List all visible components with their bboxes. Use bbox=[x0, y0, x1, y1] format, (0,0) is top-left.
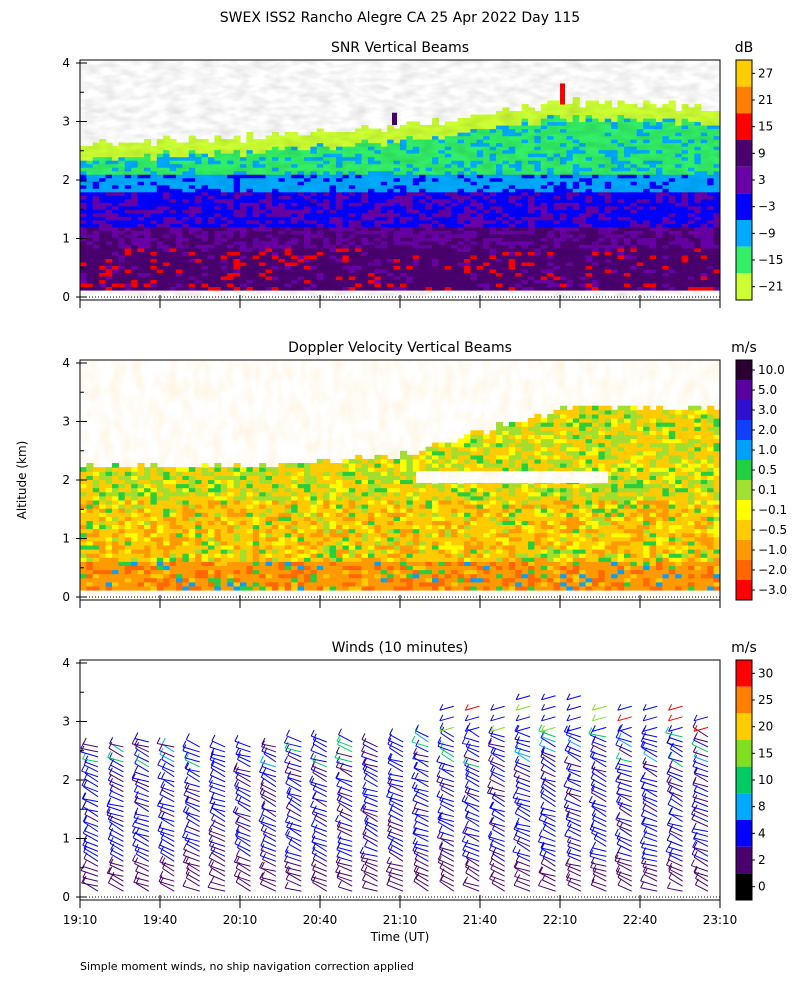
snr-cell bbox=[720, 188, 727, 192]
snr-cell bbox=[720, 241, 727, 245]
snr-cell bbox=[720, 223, 727, 227]
doppler-unit-label: m/s bbox=[731, 340, 757, 356]
colorbar-label: −21 bbox=[758, 280, 783, 294]
colorbar-label: 9 bbox=[758, 146, 766, 160]
colorbar-swatch bbox=[736, 220, 752, 247]
snr-cell bbox=[720, 265, 727, 269]
snr-cell bbox=[720, 276, 727, 280]
snr-cell bbox=[720, 125, 727, 129]
snr-cell bbox=[720, 153, 727, 157]
snr-cell bbox=[720, 181, 727, 185]
colorbar-swatch bbox=[736, 246, 752, 274]
snr-cell bbox=[720, 209, 727, 213]
colorbar-label: 21 bbox=[758, 93, 773, 107]
doppler-panel-title: Doppler Velocity Vertical Beams bbox=[288, 340, 512, 356]
snr-cell bbox=[720, 164, 727, 168]
snr-cell bbox=[720, 251, 727, 255]
snr-cell bbox=[720, 234, 727, 238]
snr-cell bbox=[720, 286, 727, 290]
snr-cell bbox=[720, 262, 727, 266]
snr-cell bbox=[720, 220, 727, 224]
colorbar-swatch bbox=[736, 273, 752, 300]
snr-cell bbox=[720, 237, 727, 241]
snr-cell bbox=[720, 227, 727, 231]
snr-cell bbox=[720, 178, 727, 182]
snr-cell bbox=[720, 272, 727, 276]
colorbar-label: −3 bbox=[758, 200, 776, 214]
y-tick-label: 2 bbox=[62, 173, 70, 187]
snr-cell bbox=[720, 206, 727, 210]
y-axis-label: Altitude (km) bbox=[15, 441, 29, 520]
snr-cell bbox=[720, 132, 727, 136]
doppler-field bbox=[80, 360, 720, 600]
snr-cell bbox=[720, 199, 727, 203]
snr-cell bbox=[720, 213, 727, 217]
colorbar-label: 27 bbox=[758, 66, 773, 80]
snr-cell bbox=[720, 258, 727, 262]
y-tick-label: 4 bbox=[62, 56, 70, 70]
y-tick-label: 1 bbox=[62, 232, 70, 246]
snr-texture bbox=[80, 60, 720, 300]
snr-cell bbox=[720, 195, 727, 199]
snr-cell bbox=[720, 146, 727, 150]
snr-cell bbox=[720, 216, 727, 220]
snr-cell bbox=[720, 255, 727, 259]
snr-cell bbox=[720, 283, 727, 287]
y-tick-label: 0 bbox=[62, 290, 70, 304]
snr-cell bbox=[720, 139, 727, 143]
snr-cell bbox=[720, 114, 727, 118]
snr-cell bbox=[720, 279, 727, 283]
snr-panel-title: SNR Vertical Beams bbox=[331, 40, 469, 56]
snr-cell bbox=[720, 248, 727, 252]
colorbar-label: −9 bbox=[758, 226, 776, 240]
snr-cell bbox=[720, 269, 727, 273]
snr-cell bbox=[720, 118, 727, 122]
snr-cell bbox=[720, 192, 727, 196]
colorbar-swatch bbox=[736, 166, 752, 194]
colorbar-swatch bbox=[736, 60, 752, 87]
snr-cell bbox=[720, 174, 727, 178]
snr-cell bbox=[720, 167, 727, 171]
doppler-panel: Doppler Velocity Vertical Beams m/s 0123… bbox=[62, 340, 787, 608]
snr-unit-label: dB bbox=[735, 40, 754, 56]
y-tick-label: 3 bbox=[62, 115, 70, 129]
snr-cell bbox=[720, 111, 727, 115]
snr-cell bbox=[720, 171, 727, 175]
colorbar-swatch bbox=[736, 113, 752, 140]
colorbar-label: −15 bbox=[758, 253, 783, 267]
snr-cell bbox=[720, 185, 727, 189]
snr-cell bbox=[720, 136, 727, 140]
colorbar-label: 3 bbox=[758, 173, 766, 187]
snr-cell bbox=[720, 150, 727, 154]
colorbar-swatch bbox=[736, 193, 752, 220]
colorbar-swatch bbox=[736, 86, 752, 114]
snr-cell bbox=[720, 160, 727, 164]
snr-panel: SNR Vertical Beams dB 0 1 2 3 4 27 21 15 9 3 −3 −9… bbox=[62, 40, 783, 308]
snr-cell bbox=[720, 202, 727, 206]
snr-field bbox=[80, 60, 727, 300]
snr-cell bbox=[720, 122, 727, 126]
snr-cell bbox=[720, 244, 727, 248]
snr-cell bbox=[720, 143, 727, 147]
snr-cell bbox=[720, 129, 727, 133]
colorbar-label: 15 bbox=[758, 120, 773, 134]
colorbar-swatch bbox=[736, 140, 752, 167]
figure-title: SWEX ISS2 Rancho Alegre CA 25 Apr 2022 D… bbox=[220, 10, 580, 26]
snr-axes: 0 1 2 3 4 bbox=[62, 56, 721, 308]
snr-cell bbox=[720, 157, 727, 161]
snr-cell bbox=[720, 230, 727, 234]
snr-colorbar: 27 21 15 9 3 −3 −9 −15 −21 bbox=[735, 59, 783, 301]
